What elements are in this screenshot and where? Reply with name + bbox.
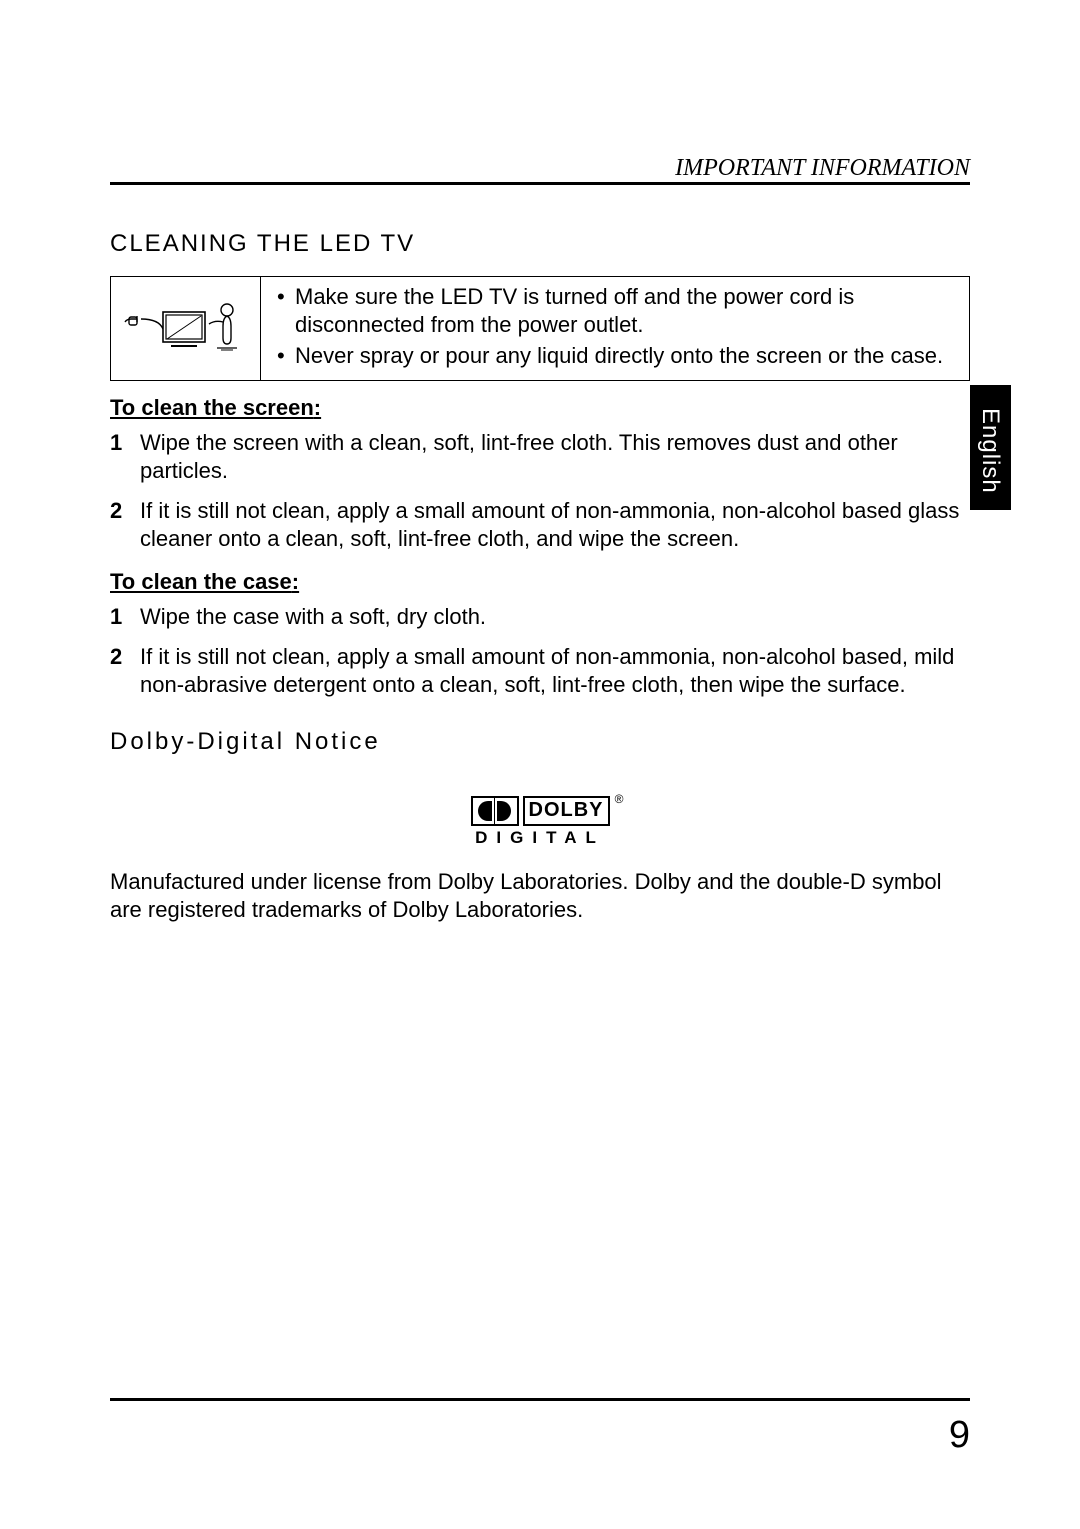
cleaning-illustration-icon [111,277,261,380]
clean-case-steps: 1Wipe the case with a soft, dry cloth. 2… [110,603,970,699]
step-item: 2If it is still not clean, apply a small… [110,643,970,699]
warning-item: Make sure the LED TV is turned off and t… [275,283,959,338]
warning-box: Make sure the LED TV is turned off and t… [110,276,970,381]
cleaning-title: CLEANING THE LED TV [110,230,970,258]
dolby-logo: DOLBY ® DIGITAL [110,796,970,848]
page-number: 9 [949,1414,970,1457]
clean-screen-heading: To clean the screen: [110,395,970,421]
registered-mark: ® [615,792,624,806]
header-rule [110,182,970,185]
content-area: CLEANING THE LED TV [110,230,970,924]
language-tab: English [970,385,1011,510]
dolby-wordmark: DOLBY [523,796,610,826]
clean-screen-steps: 1Wipe the screen with a clean, soft, lin… [110,429,970,554]
header-section-label: IMPORTANT INFORMATION [675,155,970,182]
digital-wordmark: DIGITAL [471,828,610,848]
step-item: 2If it is still not clean, apply a small… [110,497,970,553]
warning-item: Never spray or pour any liquid directly … [275,342,959,370]
double-d-icon [471,796,519,826]
warning-list: Make sure the LED TV is turned off and t… [261,277,969,380]
step-item: 1Wipe the case with a soft, dry cloth. [110,603,970,631]
dolby-title: Dolby-Digital Notice [110,728,970,756]
manual-page: IMPORTANT INFORMATION English CLEANING T… [0,0,1080,1529]
clean-case-heading: To clean the case: [110,569,970,595]
dolby-paragraph: Manufactured under license from Dolby La… [110,868,970,924]
footer-rule [110,1398,970,1401]
step-item: 1Wipe the screen with a clean, soft, lin… [110,429,970,485]
